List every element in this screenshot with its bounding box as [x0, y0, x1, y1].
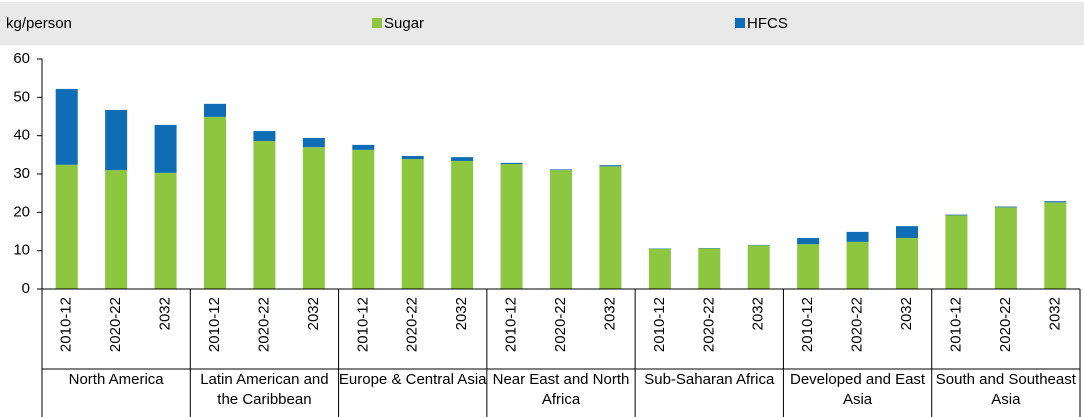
group-label: South and Southeast Asia [935, 371, 1076, 408]
bar-segment [797, 238, 820, 245]
bar-segment [302, 137, 325, 148]
bar-segment [55, 88, 78, 165]
x-tick-label: 2010-12 [799, 297, 816, 352]
bar-segment [302, 147, 325, 289]
y-tick-label: 0 [22, 280, 30, 297]
bar-segment [253, 141, 276, 289]
bar-segment [451, 160, 474, 289]
legend-swatch [735, 18, 745, 28]
y-tick-label: 30 [13, 165, 30, 182]
x-tick-label: 2020-22 [552, 297, 569, 352]
x-tick-label: 2032 [453, 297, 470, 330]
bar-segment [550, 170, 572, 289]
group-label: Europe & Central Asia [338, 371, 487, 388]
legend-label: HFCS [747, 15, 788, 32]
x-tick-label: 2010-12 [503, 297, 520, 352]
legend-label: Sugar [384, 15, 424, 32]
x-tick-label: 2020-22 [404, 297, 421, 352]
bar-segment [451, 157, 474, 161]
bar-segment [797, 244, 820, 289]
bar-segment [500, 162, 523, 165]
bar-segment [945, 214, 968, 216]
bar-segment [994, 207, 1017, 289]
y-tick-label: 50 [13, 88, 30, 105]
group-label: Sub-Saharan Africa [644, 371, 775, 388]
x-tick-label: 2032 [157, 297, 174, 330]
y-tick-label: 10 [13, 242, 30, 259]
bar-segment [648, 248, 671, 289]
y-tick-label: 40 [13, 127, 30, 144]
bar-segment [747, 245, 770, 289]
x-tick-label: 2010-12 [651, 297, 668, 352]
x-tick-label: 2020-22 [255, 297, 272, 352]
bar-segment [401, 159, 424, 289]
y-axis-label: kg/person [6, 15, 72, 32]
bar-segment [1044, 202, 1067, 289]
x-tick-label: 2032 [1046, 297, 1063, 330]
x-tick-label: 2020-22 [700, 297, 717, 352]
bar-segment [896, 238, 918, 289]
group-label: Developed and East Asia [790, 371, 926, 408]
bar-segment [352, 149, 375, 289]
bar-segment [599, 166, 622, 289]
x-tick-label: 2032 [750, 297, 767, 330]
group-label: North America [68, 371, 164, 388]
bar-segment [105, 109, 128, 171]
bar-segment [55, 164, 78, 289]
bar-segment [896, 226, 918, 239]
x-tick-label: 2020-22 [997, 297, 1014, 352]
bar-segment [1044, 201, 1067, 203]
bar-segment [401, 155, 424, 160]
group-box: Developed and East Asia [790, 371, 926, 408]
bar-segment [599, 165, 622, 167]
bar-segment [846, 231, 869, 242]
x-tick-label: 2020-22 [107, 297, 124, 352]
group-box: North America [68, 371, 164, 388]
bar-segment [352, 144, 375, 150]
group-label: Latin American and the Caribbean [200, 371, 329, 408]
group-box: Near East and North Africa [492, 371, 630, 408]
y-tick-label: 60 [13, 50, 30, 67]
x-tick-label: 2010-12 [354, 297, 371, 352]
legend-swatch [372, 18, 382, 28]
bar-segment [846, 241, 869, 289]
bar-segment [253, 131, 276, 142]
header-band [0, 2, 1084, 45]
x-tick-label: 2010-12 [206, 297, 223, 352]
bar-segment [550, 169, 572, 171]
x-tick-label: 2010-12 [58, 297, 75, 352]
group-box: South and Southeast Asia [935, 371, 1076, 408]
bar-segment [945, 215, 968, 289]
x-tick-label: 2020-22 [849, 297, 866, 352]
x-tick-label: 2032 [601, 297, 618, 330]
group-box: Latin American and the Caribbean [200, 371, 329, 408]
bar-segment [698, 248, 721, 289]
bar-segment [154, 172, 177, 289]
y-tick-label: 20 [13, 203, 30, 220]
bar-segment [204, 103, 226, 117]
bar-segment [105, 170, 128, 289]
group-label: Near East and North Africa [492, 371, 630, 408]
bar-segment [154, 124, 177, 173]
group-box: Sub-Saharan Africa [644, 371, 775, 388]
x-tick-label: 2032 [898, 297, 915, 330]
x-tick-label: 2032 [305, 297, 322, 330]
bar-segment [204, 116, 226, 289]
group-box: Europe & Central Asia [338, 371, 487, 388]
bar-segment [994, 206, 1017, 208]
x-tick-label: 2010-12 [947, 297, 964, 352]
bar-segment [500, 164, 523, 289]
